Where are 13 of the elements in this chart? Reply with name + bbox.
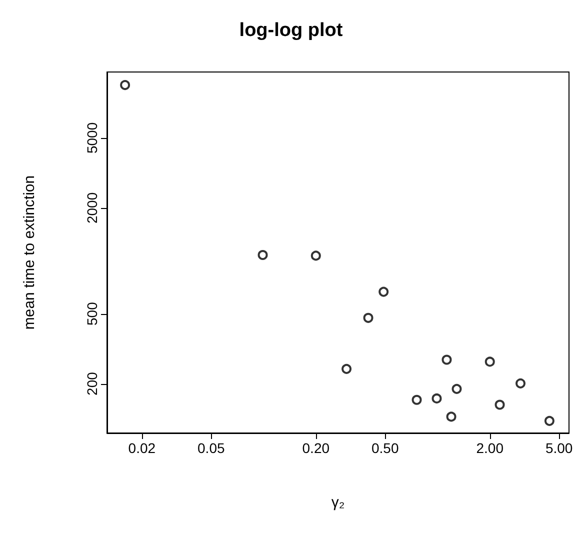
x-tick-label: 0.20 (302, 440, 330, 456)
x-tick-label: 0.02 (128, 440, 156, 456)
y-axis-title: mean time to extinction (21, 175, 38, 330)
x-tick-label: 2.00 (476, 440, 504, 456)
y-tick-label: 2000 (84, 192, 100, 224)
x-tick-label: 0.50 (371, 440, 399, 456)
y-tick-label: 5000 (84, 122, 100, 154)
chart-title: log-log plot (239, 20, 344, 41)
x-tick-label: 0.05 (198, 440, 225, 456)
y-tick-label: 500 (84, 302, 100, 326)
x-tick-label: 5.00 (545, 440, 573, 456)
y-tick-label: 200 (84, 372, 100, 396)
x-axis-title: γ₂ (331, 494, 345, 511)
